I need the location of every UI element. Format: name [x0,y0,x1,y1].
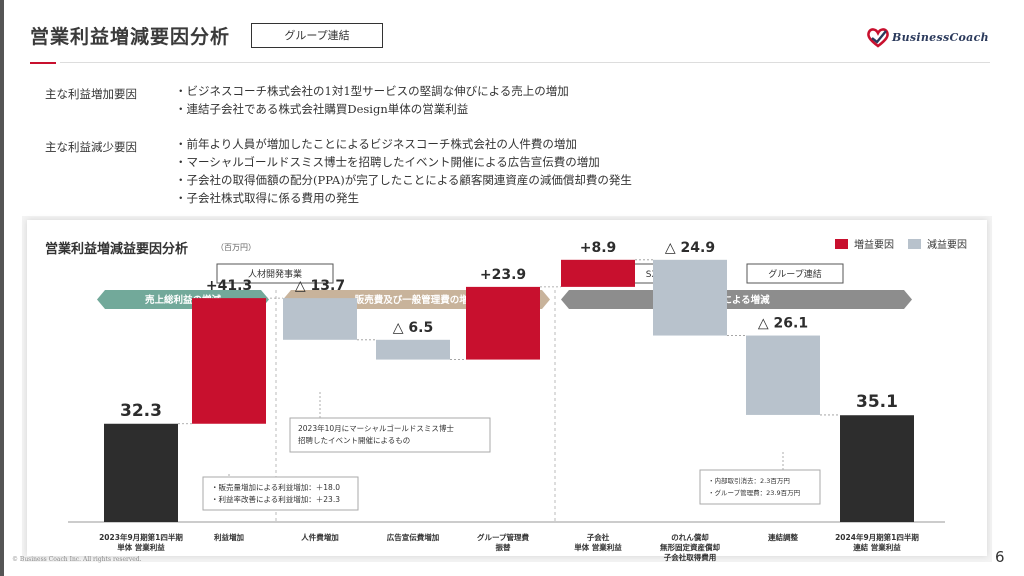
bar-value-label: 32.3 [120,401,162,421]
copyright: © Business Coach Inc. All rights reserve… [12,556,142,563]
decrease-list: 前年より人員が増加したことによるビジネスコーチ株式会社の人件費の増加 マーシャル… [175,135,632,207]
note-box [202,476,359,511]
list-item: 連結子会社である株式会社購買Design単体の営業利益 [175,100,569,118]
left-edge-bar [0,0,4,576]
decrease-bar [283,298,357,340]
increase-section-label: 主な利益増加要因 [45,87,137,101]
page-title: 営業利益増減要因分析 [30,26,231,48]
decrease-section-label: 主な利益減少要因 [45,140,137,154]
list-item: 子会社株式取得に係る費用の発生 [175,189,632,207]
legend-increase: 増益要因 [835,236,894,251]
company-logo: BusinessCoach [866,25,989,49]
note-text: 招聘したイベント開催によるもの [298,435,410,445]
increase-bar [466,286,540,360]
total-bar [104,423,178,522]
title-accent-line [30,62,56,64]
category-label: 利益増加 [213,532,244,542]
note-text: ・内部取引消去：2.3百万円 [708,476,790,485]
category-label: 人件費増加 [301,532,339,542]
bar-value-label: +8.9 [580,240,617,256]
bar-value-label: +23.9 [480,267,526,283]
category-label: のれん償却 [671,532,709,542]
note-text: ・利益率改善による利益増加：＋23.3 [211,494,340,504]
category-label: 連結 営業利益 [853,542,901,552]
bar-value-label: △ 24.9 [665,240,715,256]
list-item: 前年より人員が増加したことによるビジネスコーチ株式会社の人件費の増加 [175,135,632,153]
legend-increase-label: 増益要因 [854,240,894,251]
note-text: 2023年10月にマーシャルゴールドスミス博士 [298,423,454,433]
category-label: 子会社 [587,532,610,542]
category-label: グループ管理費 [477,532,530,542]
bar-value-label: △ 6.5 [393,320,433,336]
note-text: ・販売量増加による利益増加：＋18.0 [211,482,340,492]
list-item: 子会社の取得価額の配分(PPA)が完了したことによる顧客関連資産の減価償却費の発… [175,171,632,189]
category-label: 広告宣伝費増加 [387,532,440,542]
note-box [289,417,491,453]
total-bar [840,415,914,522]
legend-increase-swatch [835,238,848,249]
decrease-bar [376,339,450,360]
bar-value-label: △ 13.7 [295,278,345,294]
legend-decrease-label: 減益要因 [927,240,967,251]
legend-decrease: 減益要因 [908,236,967,251]
category-label: 無形固定資産償却 [660,542,720,552]
category-label: 振替 [496,542,511,552]
group-label-box: グループ連結 [251,23,383,48]
note-box [699,469,821,505]
logo-mark-icon [867,28,889,48]
decrease-bar [653,259,727,336]
segment-box [746,263,844,284]
list-item: マーシャルゴールドスミス博士を招聘したイベント開催による広告宣伝費の増加 [175,153,632,171]
logo-wordmark: BusinessCoach [892,30,989,44]
category-label: 2024年9月期第1四半期 [835,532,919,542]
list-item: ビジネスコーチ株式会社の1対1型サービスの堅調な伸びによる売上の増加 [175,82,569,100]
segment-box [216,263,334,284]
increase-bar [561,259,635,287]
segment-box-label: グループ連結 [768,268,821,280]
category-label: 2023年9月期第1四半期 [99,532,183,542]
note-text: ・グループ管理費：23.9百万円 [708,488,800,497]
category-label: 単体 営業利益 [574,542,622,552]
phase-arrow-label: 販売費及び一般管理費の増減 [355,294,479,306]
bar-value-label: +41.3 [206,278,252,294]
phase-arrow [561,290,912,309]
segment-box-label: 人材開発事業 [248,268,302,280]
decrease-bar [746,335,820,415]
category-label: 子会社取得費用 [664,552,717,562]
bar-value-label: 35.1 [856,392,898,412]
bar-value-label: △ 26.1 [758,316,808,332]
header-divider [60,62,990,63]
legend-decrease-swatch [908,238,921,249]
increase-bar [192,298,266,424]
category-label: 単体 営業利益 [117,542,165,552]
increase-list: ビジネスコーチ株式会社の1対1型サービスの堅調な伸びによる売上の増加 連結子会社… [175,82,569,118]
chart-unit: （百万円） [216,243,256,252]
category-label: 連結調整 [768,532,798,542]
page-number: 6 [995,548,1005,566]
chart-title: 営業利益増減益要因分析 [45,242,189,257]
